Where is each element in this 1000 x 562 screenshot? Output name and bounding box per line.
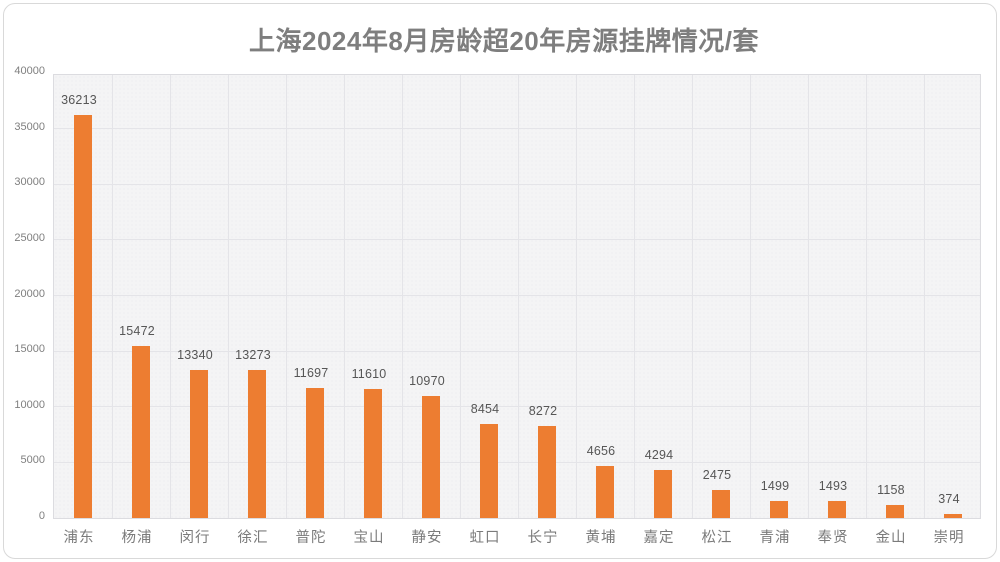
x-axis-label: 徐汇 <box>237 530 269 546</box>
bar <box>538 425 556 518</box>
gridline-horizontal <box>54 350 980 352</box>
gridline-vertical <box>401 75 403 518</box>
gridline-vertical <box>691 75 693 518</box>
bar <box>886 505 904 518</box>
bar <box>190 369 208 518</box>
bar-value-label: 8272 <box>528 403 558 418</box>
x-axis-label: 闵行 <box>179 530 211 546</box>
x-axis-label: 奉贤 <box>817 530 849 546</box>
x-axis-label: 长宁 <box>527 530 559 546</box>
bar <box>422 395 440 518</box>
bar <box>712 490 730 518</box>
bar <box>248 370 266 518</box>
y-axis-label: 5000 <box>20 454 45 467</box>
bar-value-label: 374 <box>938 491 960 506</box>
x-axis-label: 青浦 <box>759 530 791 546</box>
bar-value-label: 1493 <box>818 479 848 494</box>
bar-value-label: 13273 <box>235 348 271 363</box>
bar <box>596 466 614 518</box>
x-axis-label: 虹口 <box>469 530 501 546</box>
chart-card: 上海2024年8月房龄超20年房源挂牌情况/套 0 5000 10000 15000 2… <box>3 3 997 559</box>
y-axis-label: 35000 <box>14 120 45 133</box>
x-axis-label: 崇明 <box>933 530 965 546</box>
gridline-vertical <box>111 75 113 518</box>
bar-value-label: 1499 <box>760 479 790 494</box>
x-axis-label: 嘉定 <box>643 530 675 546</box>
bar <box>74 115 92 518</box>
y-axis-label: 0 <box>38 510 45 522</box>
bar-value-label: 10970 <box>409 373 445 388</box>
bar <box>944 513 962 518</box>
x-axis-label: 金山 <box>875 530 907 546</box>
bar-value-label: 1158 <box>877 483 905 498</box>
x-axis-label: 黄埔 <box>585 530 617 546</box>
y-axis-label: 30000 <box>14 176 45 189</box>
bar-value-label: 4656 <box>586 444 616 459</box>
y-axis-label: 25000 <box>14 231 45 244</box>
bar-value-label: 15472 <box>119 323 155 338</box>
x-axis-label: 杨浦 <box>121 530 153 546</box>
gridline-vertical <box>865 75 867 518</box>
gridline-vertical <box>923 75 925 518</box>
gridline-vertical <box>575 75 577 518</box>
gridline-horizontal <box>54 239 980 241</box>
bar <box>480 423 498 518</box>
bar-value-label: 2475 <box>702 468 732 483</box>
bar <box>828 501 846 518</box>
bar <box>770 501 788 518</box>
bar <box>654 470 672 518</box>
y-axis-label: 20000 <box>14 287 45 300</box>
gridline-vertical <box>285 75 287 518</box>
x-axis-label: 静安 <box>411 530 443 546</box>
gridline-vertical <box>749 75 751 518</box>
gridline-vertical <box>459 75 461 518</box>
x-axis-label: 松江 <box>701 530 733 546</box>
x-axis-label: 浦东 <box>63 530 95 546</box>
gridline-vertical <box>169 75 171 518</box>
y-axis-label: 15000 <box>14 343 45 356</box>
bar <box>306 387 324 518</box>
chart-title: 上海2024年8月房龄超20年房源挂牌情况/套 <box>249 26 759 56</box>
x-axis-label: 普陀 <box>295 530 327 546</box>
gridline-horizontal <box>54 406 980 408</box>
gridline-horizontal <box>54 295 980 296</box>
gridline-vertical <box>227 75 229 518</box>
bar <box>132 345 150 518</box>
gridline-vertical <box>343 75 345 518</box>
bar-value-label: 36213 <box>61 93 97 108</box>
gridline-horizontal <box>54 183 980 185</box>
bar-value-label: 4294 <box>644 448 674 463</box>
plot-area <box>53 74 981 519</box>
gridline-vertical <box>633 75 635 518</box>
bar <box>364 388 382 518</box>
gridline-vertical <box>807 75 809 518</box>
y-axis-label: 40000 <box>14 65 45 77</box>
bar-value-label: 11610 <box>351 366 387 381</box>
gridline-horizontal <box>54 461 980 463</box>
bar-value-label: 13340 <box>177 347 213 362</box>
gridline-vertical <box>517 75 519 518</box>
bar-value-label: 8454 <box>470 401 500 416</box>
bar-value-label: 11697 <box>293 365 329 380</box>
y-axis-label: 10000 <box>14 398 45 411</box>
gridline-horizontal <box>54 128 980 130</box>
x-axis-label: 宝山 <box>353 530 385 546</box>
